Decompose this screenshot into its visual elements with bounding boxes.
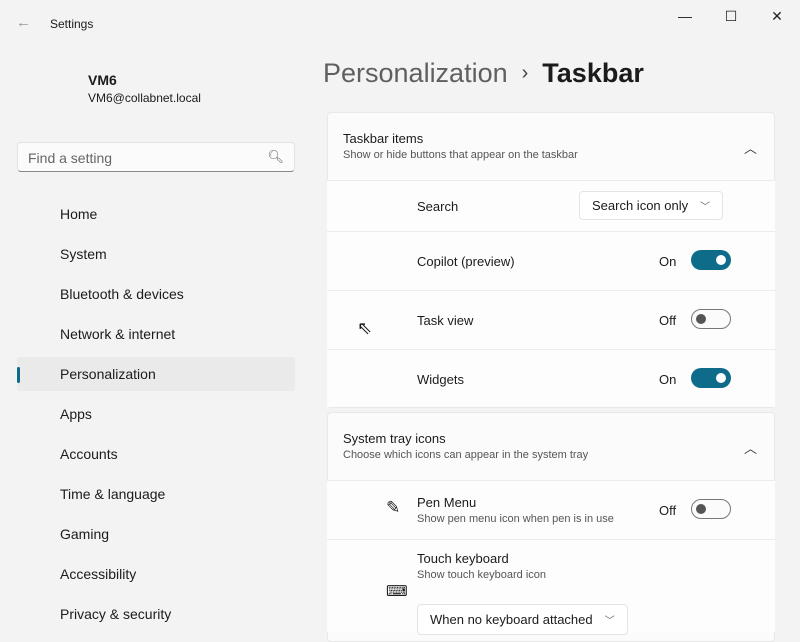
sidebar-item-label: Time & language	[60, 486, 166, 502]
close-button[interactable]: ✕	[771, 7, 783, 24]
sidebar-item-label: Privacy & security	[60, 606, 172, 622]
sidebar-item-bluetooth[interactable]: Bluetooth & devices	[17, 277, 295, 311]
sidebar-item-label: System	[60, 246, 107, 262]
sidebar-item-accessibility[interactable]: Accessibility	[17, 557, 295, 591]
taskview-toggle[interactable]	[691, 309, 731, 329]
sidebar-item-apps[interactable]: Apps	[17, 397, 295, 431]
taskbar-items-header[interactable]: Taskbar items Show or hide buttons that a…	[343, 131, 578, 161]
breadcrumb-parent[interactable]: Personalization	[323, 58, 508, 88]
section-subtitle: Choose which icons can appear in the sys…	[343, 449, 589, 461]
sidebar-item-label: Network & internet	[60, 326, 176, 342]
user-name: VM6	[88, 72, 117, 88]
maximize-button[interactable]: ☐	[724, 7, 738, 24]
sidebar-item-label: Gaming	[60, 526, 110, 542]
sidebar-item-label: Bluetooth & devices	[60, 286, 184, 302]
mouse-cursor-icon: ⇖	[357, 318, 373, 338]
sidebar-item-label: Accessibility	[60, 566, 137, 582]
sidebar-item-time-language[interactable]: Time & language	[17, 477, 295, 511]
search-input[interactable]: Find a setting 🔍︎	[17, 142, 295, 172]
touch-keyboard-text: Touch keyboard Show touch keyboard icon	[417, 551, 546, 581]
pen-menu-toggle[interactable]	[691, 499, 731, 519]
toggle-state: Off	[659, 313, 677, 328]
sidebar-item-label: Home	[60, 206, 98, 222]
widgets-label: Widgets	[417, 372, 464, 387]
back-arrow-icon[interactable]: ←	[16, 14, 31, 31]
sidebar-item-gaming[interactable]: Gaming	[17, 517, 295, 551]
copilot-label: Copilot (preview)	[417, 254, 515, 269]
toggle-state: Off	[659, 503, 677, 518]
copilot-toggle[interactable]	[691, 250, 731, 270]
chevron-down-icon: ﹀	[700, 202, 711, 213]
widgets-toggle[interactable]	[691, 368, 731, 388]
sidebar-item-network[interactable]: Network & internet	[17, 317, 295, 351]
chevron-up-icon[interactable]: ︿	[744, 141, 758, 156]
pen-menu-text: Pen Menu Show pen menu icon when pen is i…	[417, 495, 614, 525]
pen-menu-label: Pen Menu	[417, 495, 477, 510]
window-title: Settings	[50, 17, 94, 31]
sidebar-item-system[interactable]: System	[17, 237, 295, 271]
sidebar-item-personalization[interactable]: Personalization	[17, 357, 295, 391]
toggle-state: On	[659, 254, 677, 269]
system-tray-header[interactable]: System tray icons Choose which icons can …	[343, 431, 588, 461]
sidebar-item-label: Accounts	[60, 446, 118, 462]
touch-keyboard-dropdown[interactable]: When no keyboard attached ﹀	[417, 604, 628, 635]
sidebar-item-accounts[interactable]: Accounts	[17, 437, 295, 471]
taskview-label: Task view	[417, 313, 474, 328]
section-title: Taskbar items	[343, 131, 424, 146]
search-icon[interactable]: 🔍︎	[267, 149, 284, 164]
dropdown-value: Search icon only	[592, 198, 689, 213]
breadcrumb-separator: ›	[521, 62, 529, 84]
minimize-button[interactable]: —	[678, 8, 692, 24]
pen-menu-desc: Show pen menu icon when pen is in use	[417, 513, 614, 525]
toggle-state: On	[659, 372, 677, 387]
search-label: Search	[417, 199, 459, 214]
dropdown-value: When no keyboard attached	[430, 612, 593, 627]
section-subtitle: Show or hide buttons that appear on the …	[343, 149, 578, 161]
breadcrumb: Personalization › Taskbar	[323, 58, 644, 89]
search-placeholder: Find a setting	[28, 150, 113, 166]
touch-keyboard-desc: Show touch keyboard icon	[417, 569, 547, 581]
user-email: VM6@collabnet.local	[88, 91, 201, 105]
chevron-down-icon: ﹀	[604, 616, 615, 627]
sidebar-item-home[interactable]: Home	[17, 197, 295, 231]
sidebar-item-label: Apps	[60, 406, 92, 422]
sidebar-item-label: Personalization	[60, 366, 156, 382]
sidebar-item-privacy[interactable]: Privacy & security	[17, 597, 295, 631]
keyboard-icon: ⌨	[386, 583, 408, 600]
section-title: System tray icons	[343, 431, 446, 446]
search-mode-dropdown[interactable]: Search icon only ﹀	[579, 191, 724, 220]
chevron-up-icon[interactable]: ︿	[744, 441, 758, 456]
page-title: Taskbar	[542, 58, 644, 88]
pen-icon: ✎	[386, 498, 401, 517]
touch-keyboard-label: Touch keyboard	[417, 551, 509, 566]
